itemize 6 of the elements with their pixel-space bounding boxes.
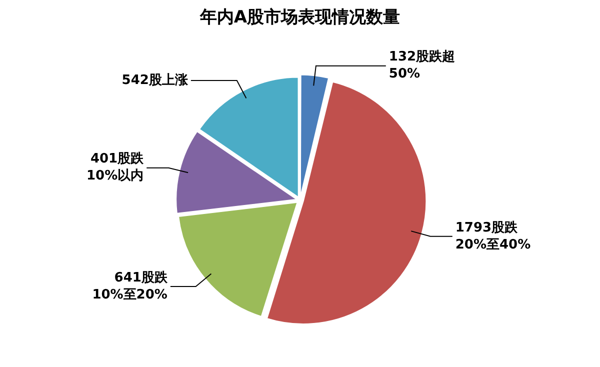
slice-label: 132股跌超50%: [388, 50, 456, 82]
slice-label: 401股跌10%以内: [86, 152, 145, 184]
chart-title: 年内A股市场表现情况数量: [198, 8, 400, 28]
slice-label: 1793股跌20%至40%: [455, 220, 531, 252]
slice-label: 542股上涨: [122, 72, 189, 88]
slice-label: 641股跌10%至20%: [92, 270, 168, 302]
